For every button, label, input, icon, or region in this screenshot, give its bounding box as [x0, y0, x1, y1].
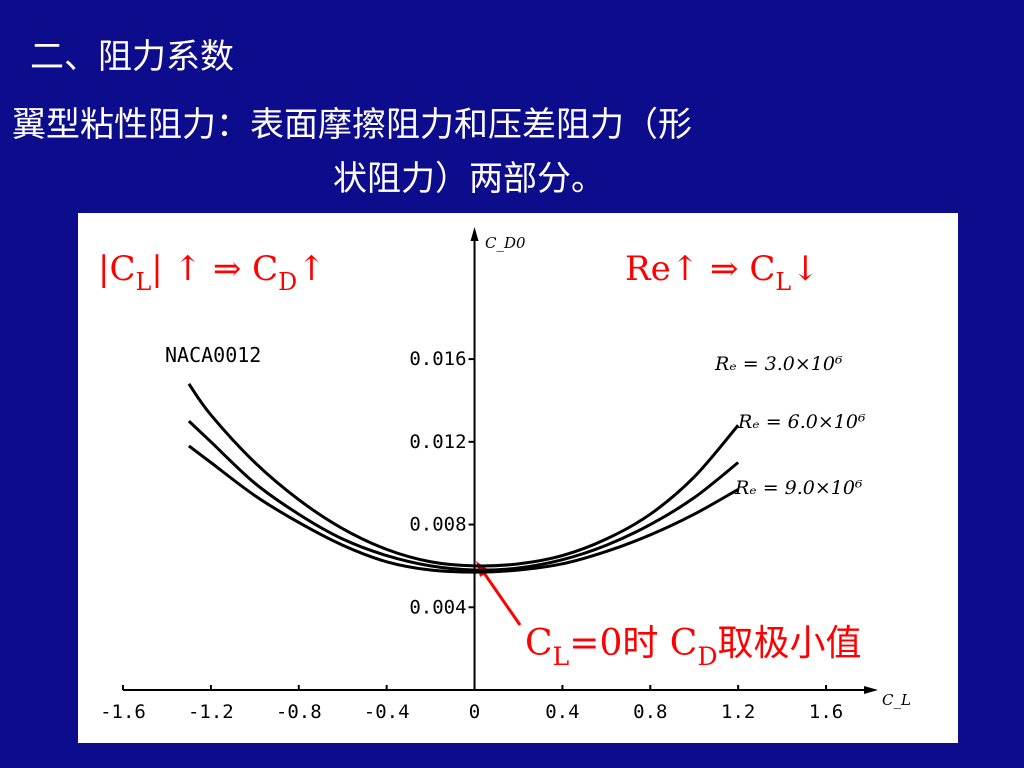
annotation-part: ↓: [791, 249, 820, 289]
y-tick-label: 0.004: [409, 596, 466, 618]
annotation: Re↑ ⇒ CL↓: [625, 249, 820, 296]
x-tick-label: 1.2: [721, 701, 755, 723]
y-axis-arrow: [470, 227, 479, 241]
x-tick-label: -1.6: [100, 701, 146, 723]
curve: [188, 444, 739, 574]
x-tick-label: -0.8: [276, 701, 322, 723]
curve: [187, 383, 740, 568]
body-line: 状阻力）两部分。: [333, 159, 605, 199]
chart-area: [78, 213, 958, 743]
x-tick-label: 0.4: [545, 701, 579, 723]
y-tick-label: 0.016: [409, 348, 466, 370]
y-axis-label: C_D0: [485, 234, 526, 252]
x-tick-label: 1.6: [809, 701, 843, 723]
annotation-subscript: L: [775, 268, 791, 296]
airfoil-label: NACA0012: [165, 343, 261, 367]
y-tick-label: 0.008: [409, 514, 466, 536]
annotation-subscript: L: [553, 642, 570, 671]
annotation: CL=0时 CD取极小值: [525, 623, 862, 671]
annotation-part: | ↑ ⇒ C: [151, 249, 278, 289]
annotation-part: Re↑ ⇒ C: [625, 249, 775, 289]
annotation-part: =0时 C: [569, 623, 697, 664]
annotation-part: ↑: [297, 249, 326, 289]
x-tick-label: -1.2: [188, 701, 234, 723]
series-label: Rₑ = 3.0×10⁶: [714, 353, 843, 375]
annotation-part: 取极小值: [718, 623, 862, 664]
y-tick-label: 0.012: [409, 431, 466, 453]
body-line: 翼型粘性阻力：表面摩擦阻力和压差阻力（形: [12, 105, 692, 145]
heading: 二、阻力系数: [30, 37, 234, 77]
annotation: |CL| ↑ ⇒ CD↑: [98, 249, 326, 296]
annotation-subscript: D: [278, 268, 297, 296]
series-label: Rₑ = 9.0×10⁶: [734, 477, 863, 499]
annotation-part: C: [525, 623, 553, 664]
annotation-subscript: D: [697, 642, 717, 671]
pointer-arrow: [480, 569, 522, 626]
series-label: Rₑ = 6.0×10⁶: [737, 411, 866, 433]
x-tick-label: -0.4: [364, 701, 410, 723]
x-axis-label: C_L: [882, 691, 911, 709]
annotation-subscript: L: [135, 268, 151, 296]
x-tick-label: 0.8: [633, 701, 667, 723]
curve: [187, 420, 740, 572]
annotation-part: |C: [98, 249, 135, 289]
x-axis-arrow: [864, 686, 878, 694]
x-tick-label: 0: [469, 701, 480, 723]
